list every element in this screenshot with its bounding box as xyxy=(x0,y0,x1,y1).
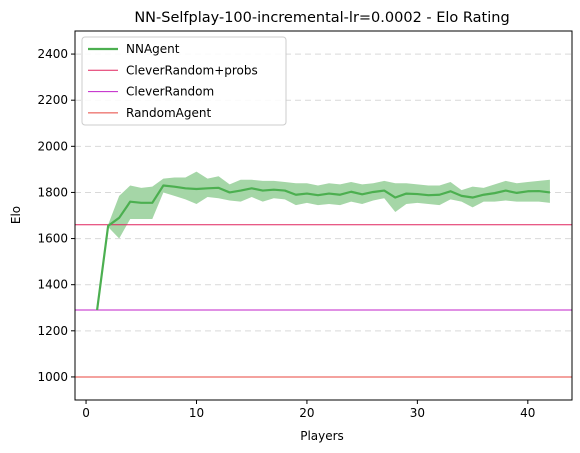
reference-lines xyxy=(75,224,572,378)
series-lines xyxy=(95,184,551,311)
x-axis-title: Players xyxy=(300,429,344,443)
plot-frame xyxy=(74,30,573,401)
confidence-band xyxy=(97,171,550,311)
x-tick-label: 30 xyxy=(410,406,425,420)
x-tick-label: 0 xyxy=(82,406,90,420)
y-tick-label: 2400 xyxy=(37,47,68,61)
legend-label: NNAgent xyxy=(126,42,180,56)
legend-label: CleverRandom xyxy=(126,85,214,99)
legend: NNAgent CleverRandom+probs CleverRandom Ran… xyxy=(81,36,287,126)
x-axis-ticks: 0 10 20 30 40 xyxy=(82,400,535,420)
legend-box xyxy=(81,36,287,126)
y-tick-label: 1400 xyxy=(37,278,68,292)
y-tick-label: 1600 xyxy=(37,232,68,246)
y-tick-label: 2000 xyxy=(37,139,68,153)
nnagent-band xyxy=(97,171,550,311)
y-axis-title: Elo xyxy=(9,206,23,224)
y-tick-label: 1800 xyxy=(37,185,68,199)
y-tick-label: 1200 xyxy=(37,324,68,338)
nnagent-line xyxy=(95,184,551,311)
x-tick-label: 10 xyxy=(189,406,204,420)
y-axis-ticks: 1000 1200 1400 1600 1800 2000 2200 2400 xyxy=(37,47,75,384)
chart-title: NN-Selfplay-100-incremental-lr=0.0002 - … xyxy=(134,10,509,26)
x-tick-label: 40 xyxy=(520,406,535,420)
x-tick-label: 20 xyxy=(299,406,314,420)
legend-label: RandomAgent xyxy=(126,106,211,120)
y-tick-label: 1000 xyxy=(37,370,68,384)
legend-label: CleverRandom+probs xyxy=(126,63,258,77)
y-tick-label: 2200 xyxy=(37,93,68,107)
